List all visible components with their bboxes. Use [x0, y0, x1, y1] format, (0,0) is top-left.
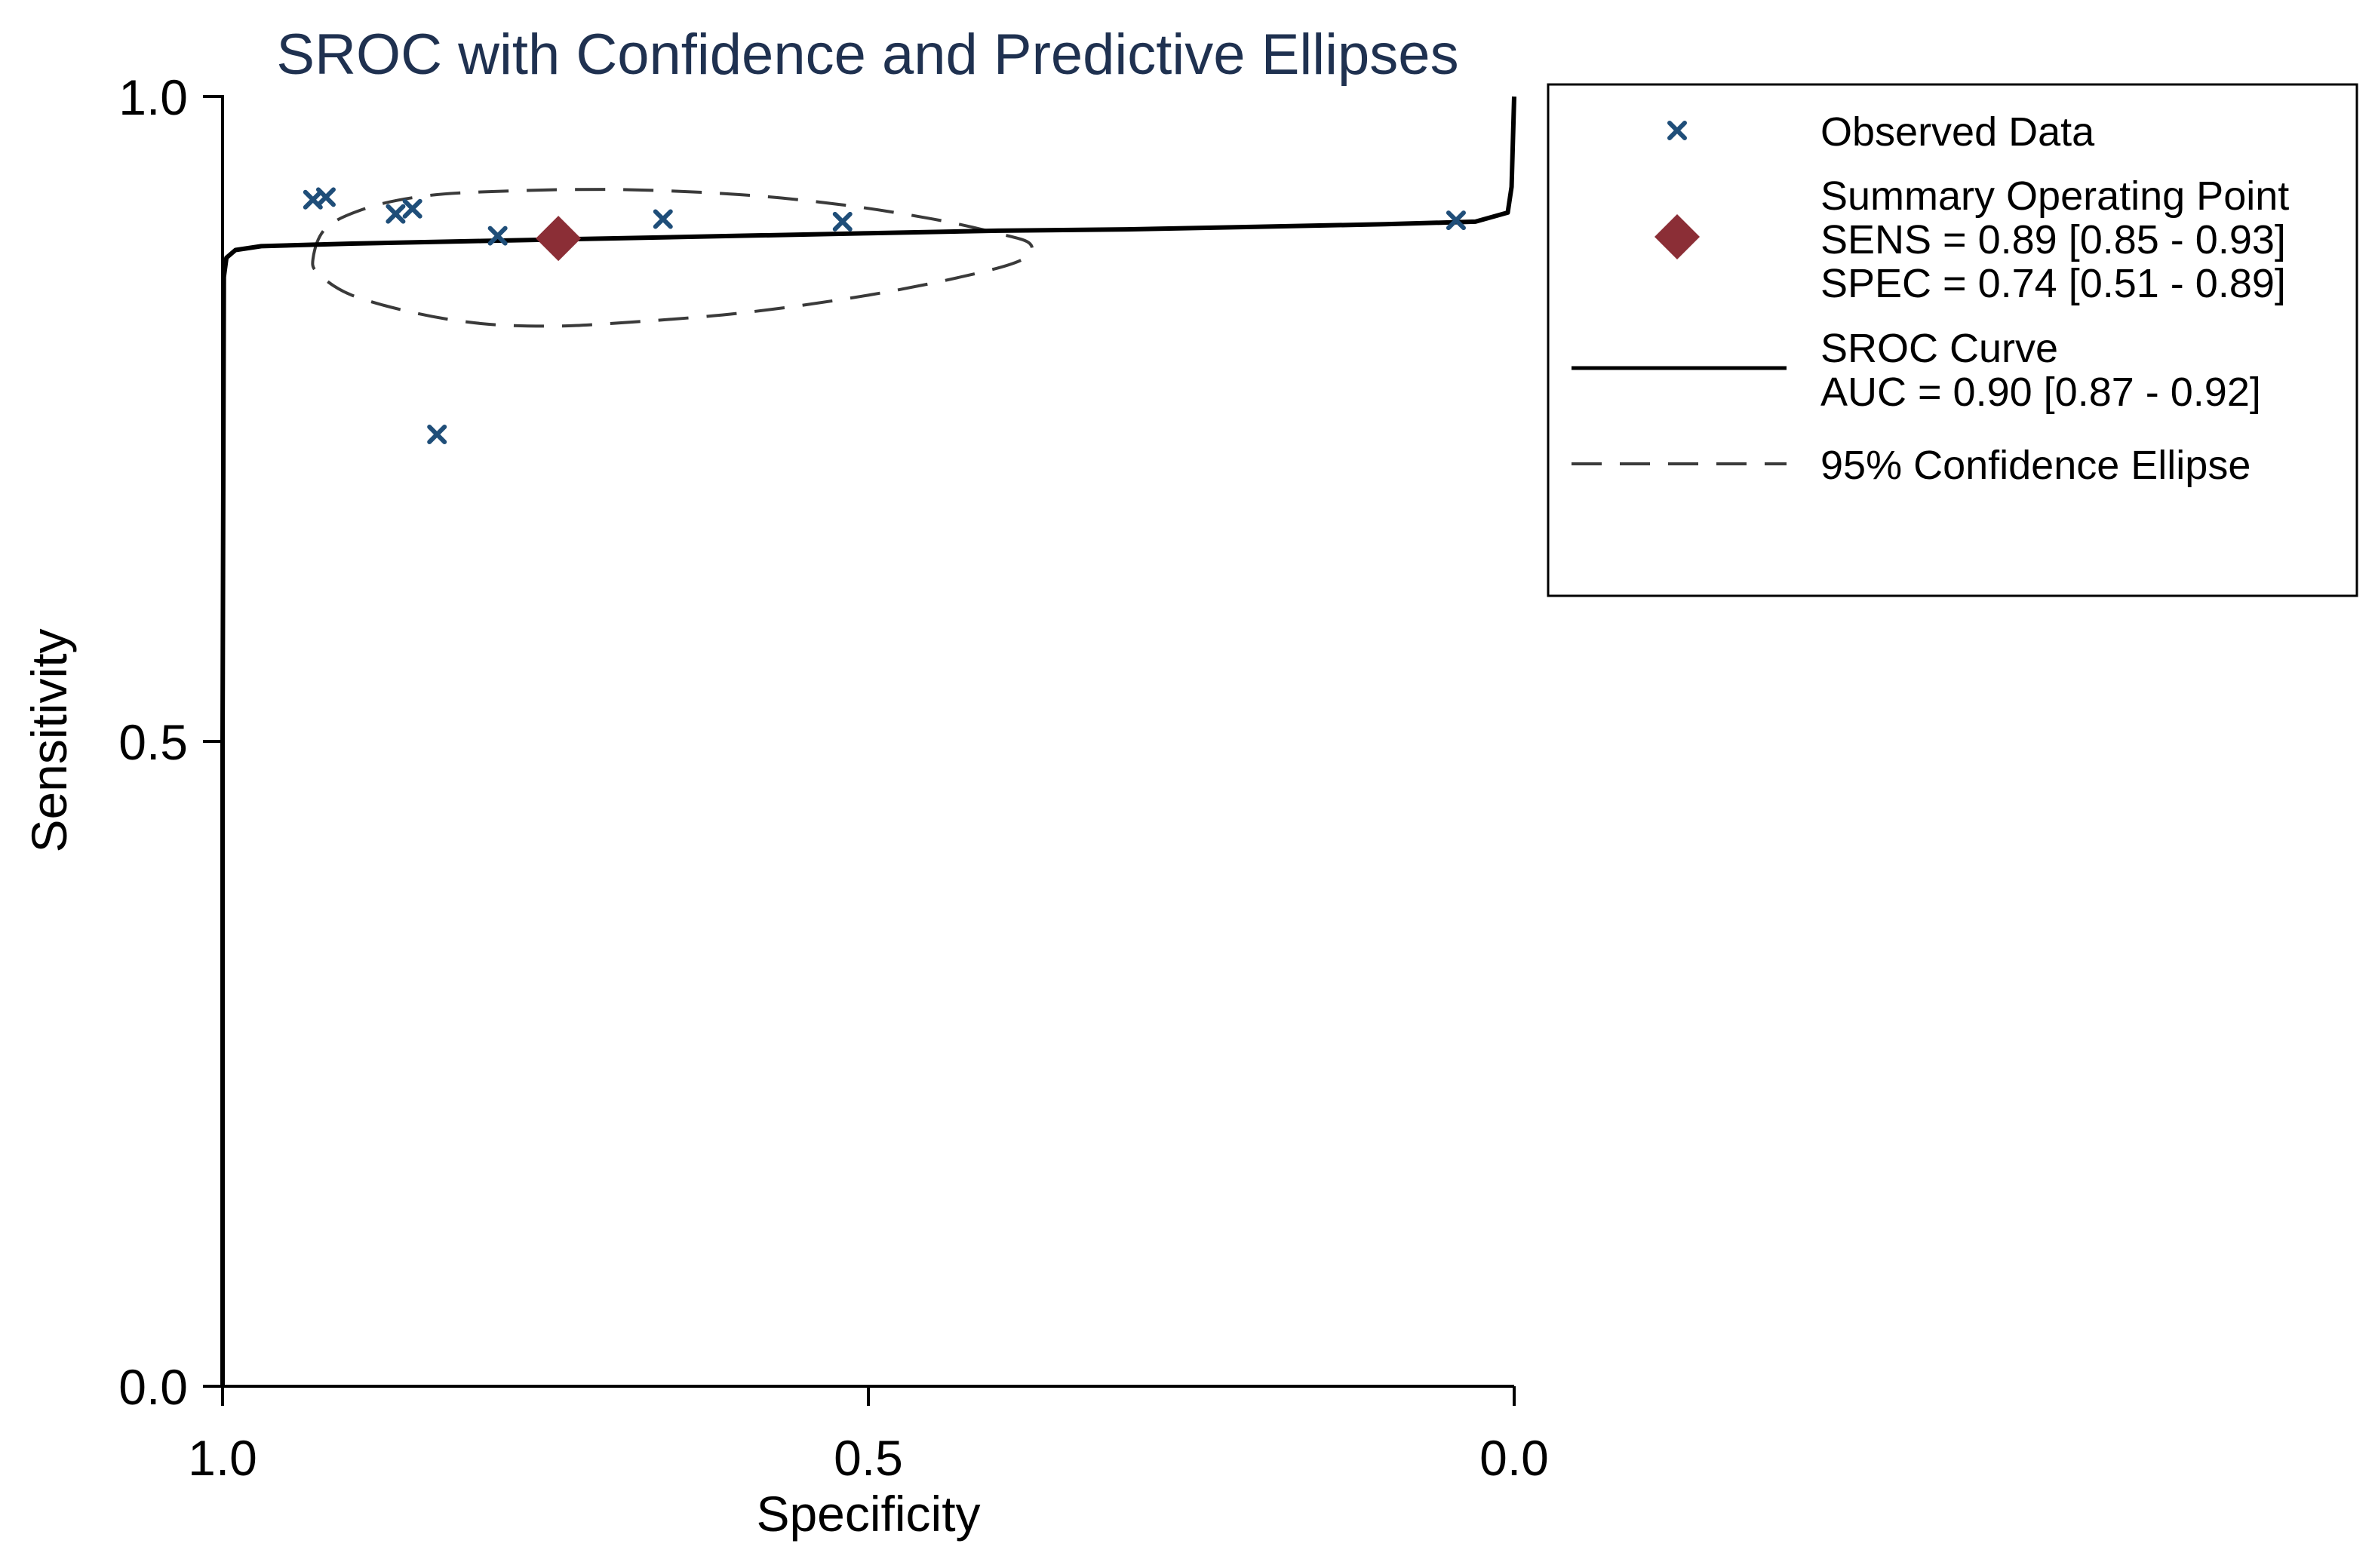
axes [221, 95, 1514, 1388]
legend-ellipse-label: 95% Confidence Ellipse [1820, 443, 2251, 488]
legend-sroc-label: SROC Curve [1820, 326, 2058, 371]
legend-summary-label: Summary Operating Point [1820, 173, 2289, 219]
legend-observed-marker [1667, 121, 1687, 140]
legend-sens-label: SENS = 0.89 [0.85 - 0.93] [1820, 217, 2286, 262]
y-tick-label: 0.0 [118, 1359, 188, 1415]
observed-point [1446, 210, 1466, 231]
observed-point [402, 198, 422, 219]
legend-observed-label: Observed Data [1820, 109, 2095, 155]
y-tick-label: 1.0 [118, 69, 188, 125]
observed-point [386, 204, 406, 224]
summary-operating-point [536, 216, 582, 262]
y-tick-label: 0.5 [118, 714, 188, 770]
legend-spec-label: SPEC = 0.74 [0.51 - 0.89] [1820, 261, 2286, 306]
legend-summary-marker [1655, 214, 1700, 259]
legend-auc-label: AUC = 0.90 [0.87 - 0.92] [1820, 370, 2261, 415]
x-tick-label: 0.5 [834, 1430, 903, 1486]
y-axis-title: Sensitivity [21, 628, 77, 852]
sroc-curve-layer [220, 96, 1516, 1386]
observed-point [315, 187, 336, 207]
summary-point-layer [536, 216, 582, 262]
x-tick-label: 1.0 [188, 1430, 257, 1486]
confidence-ellipse-layer [311, 188, 1034, 328]
ticks: 1.0 0.5 0.0 0.0 0.5 1.0 [118, 69, 1549, 1486]
observed-points-layer [303, 187, 1466, 445]
x-tick-label: 0.0 [1479, 1430, 1549, 1486]
legend-box [1547, 83, 2358, 597]
observed-point [653, 209, 673, 229]
observed-point [832, 211, 853, 232]
observed-point [427, 425, 447, 445]
confidence-ellipse [311, 188, 1034, 328]
legend: Observed Data Summary Operating Point SE… [1547, 83, 2358, 597]
chart-title: SROC with Confidence and Predictive Elli… [276, 23, 1458, 87]
x-axis-title: Specificity [756, 1486, 980, 1542]
observed-point [487, 226, 508, 246]
sroc-curve [220, 96, 1516, 1386]
